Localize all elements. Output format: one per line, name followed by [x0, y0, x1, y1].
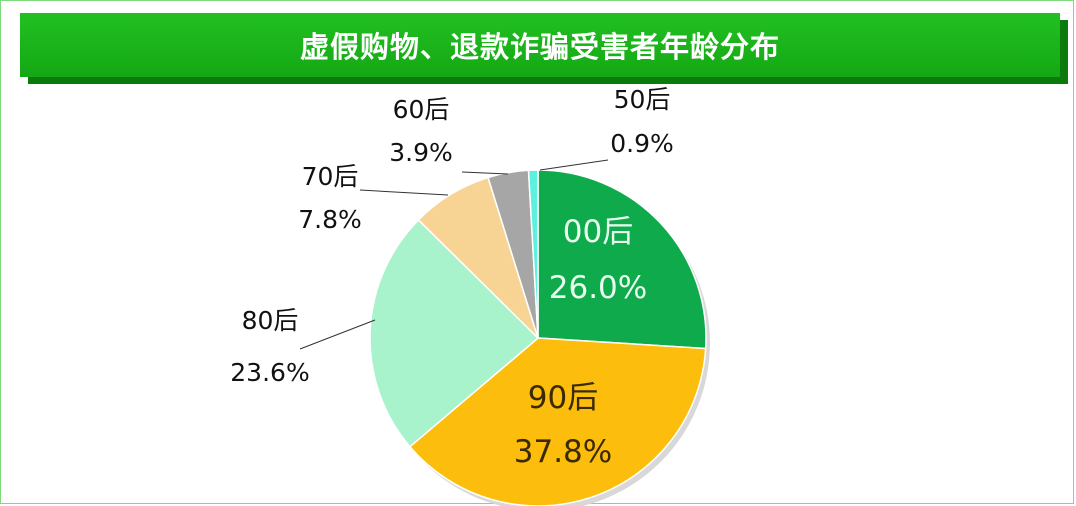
slice-value-70后: 7.8% [298, 205, 362, 234]
slice-value-90后: 37.8% [514, 434, 612, 470]
slice-value-80后: 23.6% [230, 358, 309, 387]
leader-line-70后 [359, 189, 449, 196]
pie-slice-90后 [408, 337, 707, 506]
slice-value-60后: 3.9% [389, 138, 453, 167]
pie-slice-50后 [527, 169, 539, 339]
slice-label-70后: 70后 [302, 162, 359, 191]
slice-value-50后: 0.9% [610, 129, 674, 158]
slice-label-90后: 90后 [528, 380, 598, 416]
slice-label-80后: 80后 [242, 306, 299, 335]
chart-title: 虚假购物、退款诈骗受害者年龄分布 [20, 13, 1060, 77]
slice-label-00后: 00后 [563, 214, 633, 250]
leader-line-50后 [539, 159, 609, 171]
pie-slice-00后 [537, 169, 707, 350]
leader-line-80后 [299, 319, 376, 350]
slice-label-50后: 50后 [614, 85, 671, 114]
pie-slice-80后 [369, 218, 540, 448]
slice-label-60后: 60后 [393, 95, 450, 124]
slice-value-00后: 26.0% [549, 270, 647, 306]
leader-line-60后 [461, 171, 509, 175]
